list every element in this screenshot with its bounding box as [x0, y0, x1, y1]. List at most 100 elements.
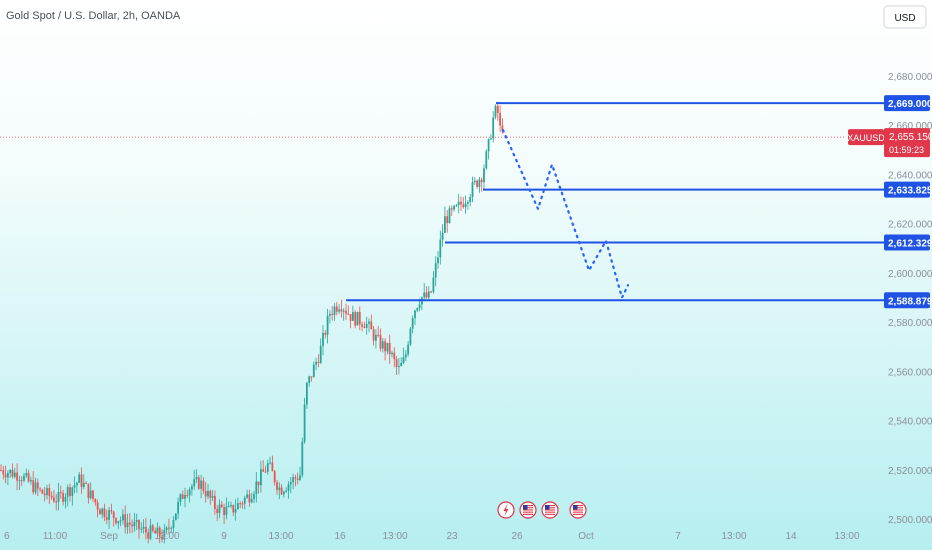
candle-body: [227, 505, 230, 507]
time-tick-label: 13:00: [154, 531, 179, 542]
candle-body: [128, 522, 131, 525]
level-flag: [884, 95, 930, 112]
candle-body: [345, 310, 347, 314]
candle: [388, 334, 391, 364]
candle-body: [43, 493, 46, 496]
candle: [174, 513, 177, 521]
symbol-tag: [848, 129, 884, 146]
candle-body: [163, 530, 166, 540]
candle-body: [280, 487, 283, 495]
candle-body: [207, 490, 209, 497]
candle: [416, 307, 419, 313]
candle-body: [218, 504, 221, 513]
candle-body: [181, 494, 184, 499]
candle: [145, 518, 147, 540]
candle-body: [379, 335, 382, 349]
candle-body: [184, 494, 186, 499]
candle-body: [149, 525, 152, 539]
time-tick-label: 13:00: [382, 531, 407, 542]
candle-body: [135, 519, 138, 522]
candle: [191, 483, 193, 496]
candle-body: [404, 354, 407, 358]
candle: [204, 481, 207, 503]
candle: [110, 503, 113, 515]
candle: [115, 517, 117, 526]
time-tick-label: 11:00: [43, 531, 68, 542]
candle: [108, 506, 110, 529]
candle: [158, 525, 161, 544]
candle: [264, 465, 267, 473]
candle: [103, 503, 106, 522]
candle-body: [432, 277, 435, 292]
candle: [142, 519, 145, 534]
candle: [2, 465, 5, 480]
candle: [78, 471, 81, 484]
level-line: 2,612.329: [445, 234, 932, 251]
candle: [122, 509, 124, 525]
candle: [494, 104, 497, 120]
candle-body: [480, 179, 483, 183]
candle: [372, 326, 375, 346]
candle: [117, 520, 120, 530]
candle: [216, 505, 219, 522]
time-tick-label: 9: [221, 531, 227, 542]
price-axis[interactable]: 2,500.000 2,520.000 2,540.000 2,560.000 2,58…: [888, 72, 932, 526]
candle-body: [299, 475, 301, 481]
candle: [43, 486, 46, 502]
candle: [299, 466, 301, 482]
candle-body: [11, 469, 14, 477]
candle-body: [347, 313, 350, 315]
candle-body: [7, 473, 9, 478]
candle-body: [108, 510, 110, 520]
candle: [446, 209, 449, 233]
candle-body: [499, 113, 501, 126]
candle-body: [271, 462, 274, 472]
candle: [276, 479, 278, 495]
candle: [225, 497, 228, 520]
candle: [467, 200, 469, 210]
currency-button[interactable]: USD: [883, 5, 927, 29]
candle-body: [326, 315, 329, 335]
candle: [211, 489, 214, 502]
candle-body: [197, 477, 200, 489]
price-tick-label: 2,660.000: [888, 121, 932, 132]
candle: [395, 356, 398, 375]
candle-body: [105, 517, 108, 520]
candle: [448, 205, 451, 224]
candle-body: [80, 474, 83, 487]
candle: [427, 286, 430, 300]
time-axis[interactable]: 6 11:00 Sep 13:00 9 13:00 16 13:00 23 26 Oct 7 13:00…: [4, 531, 860, 542]
candle-body: [434, 263, 437, 278]
flag-stripe: [545, 507, 555, 509]
candle: [156, 522, 159, 534]
candle: [76, 481, 78, 493]
candle-body: [193, 479, 196, 487]
candle: [131, 519, 133, 534]
candle: [80, 467, 83, 494]
candle-body: [269, 462, 271, 464]
candle-body: [165, 527, 168, 531]
candle: [480, 177, 483, 192]
time-tick-label: Sep: [100, 531, 118, 542]
candle: [490, 134, 492, 141]
level-line: 2,633.825: [483, 181, 932, 198]
candle-body: [230, 505, 232, 507]
candle: [342, 308, 345, 321]
candle: [310, 376, 313, 382]
candle: [57, 482, 60, 511]
candle-body: [372, 329, 375, 341]
candle-body: [292, 477, 294, 483]
candle: [161, 529, 163, 543]
candle: [377, 326, 380, 338]
candle-body: [156, 527, 159, 534]
candle-body: [264, 471, 267, 473]
candle: [476, 179, 478, 189]
candle: [255, 472, 258, 503]
candle: [478, 176, 481, 193]
price-tick-label: 2,540.000: [888, 417, 932, 428]
candle: [262, 460, 265, 472]
candle: [241, 500, 244, 509]
